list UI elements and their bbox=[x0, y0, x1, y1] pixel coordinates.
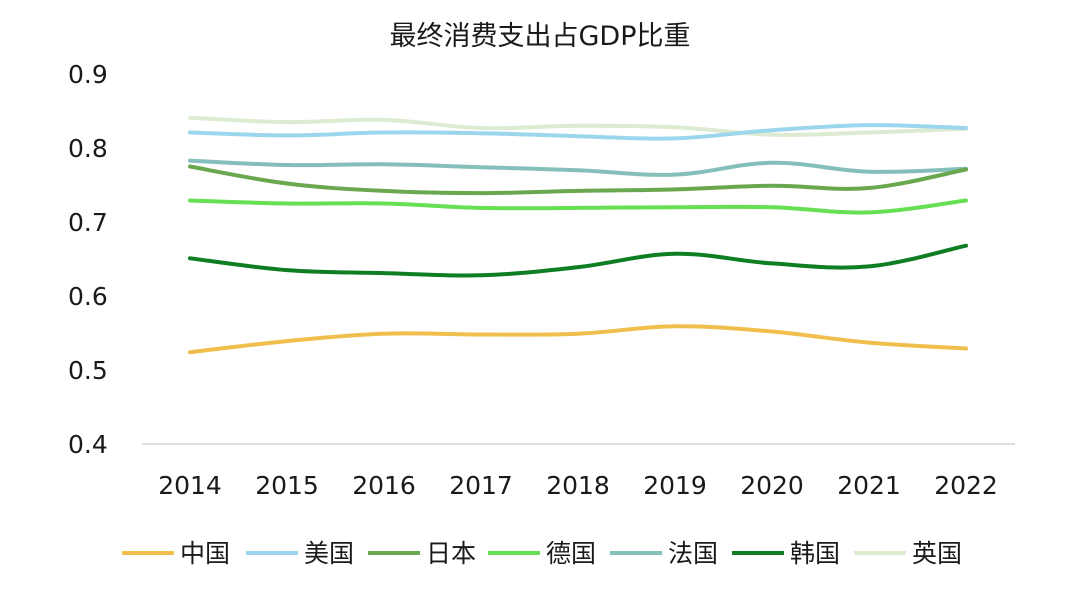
legend-label: 英国 bbox=[912, 539, 962, 568]
series-line bbox=[188, 164, 968, 196]
legend-label: 德国 bbox=[546, 539, 596, 568]
x-tick-label: 2022 bbox=[934, 471, 998, 500]
series-line bbox=[188, 198, 968, 215]
y-tick-label: 0.7 bbox=[68, 208, 108, 237]
legend-label: 法国 bbox=[668, 539, 718, 568]
x-tick-label: 2015 bbox=[255, 471, 319, 500]
legend-label: 韩国 bbox=[790, 539, 840, 568]
chart-title: 最终消费支出占GDP比重 bbox=[390, 21, 691, 52]
x-tick-label: 2016 bbox=[352, 471, 416, 500]
y-tick-label: 0.9 bbox=[68, 60, 108, 89]
x-tick-label: 2017 bbox=[449, 471, 513, 500]
series-line bbox=[188, 123, 968, 141]
series-line bbox=[188, 243, 968, 278]
legend-label: 日本 bbox=[426, 539, 476, 568]
legend: 中国 美国 日本 德国 法国 韩国 英国 bbox=[122, 539, 962, 568]
x-tick-label: 2014 bbox=[158, 471, 222, 500]
x-tick-label: 2019 bbox=[643, 471, 707, 500]
x-tick-label: 2021 bbox=[837, 471, 901, 500]
legend-label: 美国 bbox=[304, 539, 354, 568]
y-tick-label: 0.4 bbox=[68, 430, 108, 459]
y-tick-label: 0.5 bbox=[68, 356, 108, 385]
y-axis-ticks: 0.9 0.8 0.7 0.6 0.5 0.4 bbox=[68, 60, 108, 459]
series-line bbox=[188, 324, 968, 355]
y-tick-label: 0.6 bbox=[68, 282, 108, 311]
x-tick-label: 2020 bbox=[740, 471, 804, 500]
legend-label: 中国 bbox=[180, 539, 230, 568]
x-axis-ticks: 2014 2015 2016 2017 2018 2019 2020 2021 2022 bbox=[158, 471, 998, 500]
series-line bbox=[188, 158, 968, 177]
series-line bbox=[188, 115, 968, 137]
series-lines bbox=[188, 115, 968, 355]
x-tick-label: 2018 bbox=[546, 471, 610, 500]
y-tick-label: 0.8 bbox=[68, 134, 108, 163]
